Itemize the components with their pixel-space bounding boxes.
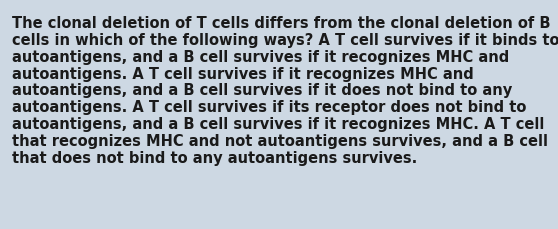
Text: autoantigens, and a B cell survives if it recognizes MHC and: autoantigens, and a B cell survives if i… — [12, 49, 509, 64]
Text: cells in which of the following ways? A T cell survives if it binds to: cells in which of the following ways? A … — [12, 33, 558, 48]
Text: autoantigens. A T cell survives if its receptor does not bind to: autoantigens. A T cell survives if its r… — [12, 100, 527, 114]
Text: autoantigens, and a B cell survives if it does not bind to any: autoantigens, and a B cell survives if i… — [12, 83, 513, 98]
Text: The clonal deletion of T cells differs from the clonal deletion of B: The clonal deletion of T cells differs f… — [12, 16, 551, 31]
Text: that does not bind to any autoantigens survives.: that does not bind to any autoantigens s… — [12, 150, 417, 165]
Text: that recognizes MHC and not autoantigens survives, and a B cell: that recognizes MHC and not autoantigens… — [12, 133, 549, 148]
Text: autoantigens, and a B cell survives if it recognizes MHC. A T cell: autoantigens, and a B cell survives if i… — [12, 116, 545, 131]
Text: autoantigens. A T cell survives if it recognizes MHC and: autoantigens. A T cell survives if it re… — [12, 66, 474, 81]
